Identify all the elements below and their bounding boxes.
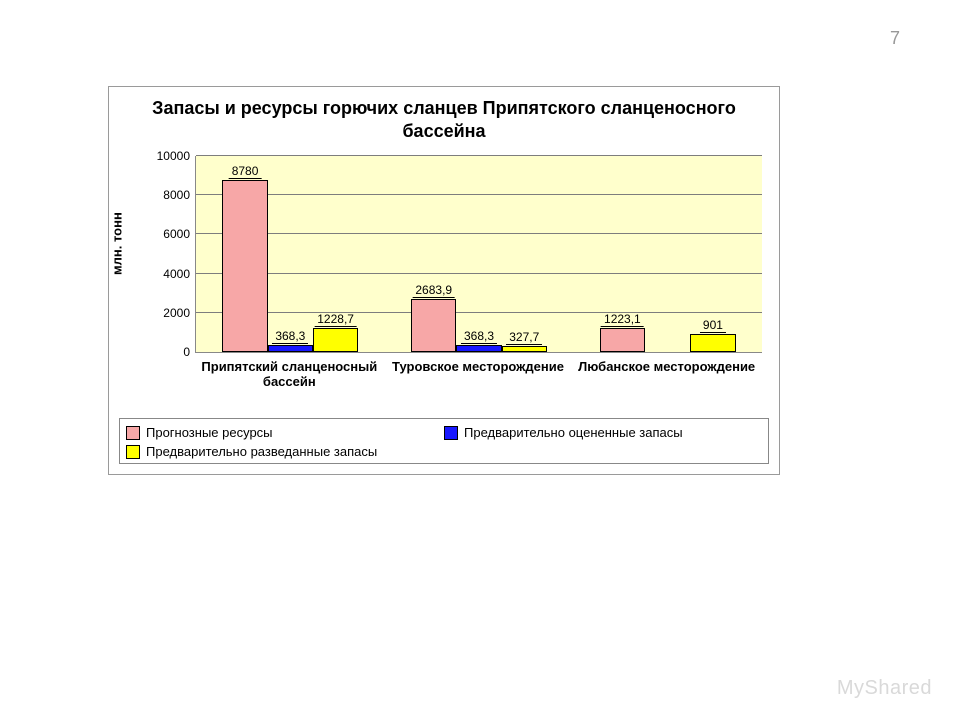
category-labels: Припятский сланценосный бассейнТуровское… (195, 356, 761, 410)
legend-swatch (126, 445, 140, 459)
bar-value-label: 901 (700, 318, 726, 332)
bar (268, 345, 313, 352)
category-label: Припятский сланценосный бассейн (195, 360, 384, 390)
legend-item: Прогнозные ресурсы (126, 425, 444, 440)
legend-swatch (444, 426, 458, 440)
category-label: Любанское месторождение (572, 360, 761, 375)
bar-value-label: 368,3 (272, 329, 308, 343)
chart-body: млн. тонн 02000400060008000100008780368,… (119, 150, 769, 410)
bar (600, 328, 645, 352)
bar (313, 328, 358, 352)
legend-label: Прогнозные ресурсы (146, 425, 273, 440)
legend-item: Предварительно разведанные запасы (126, 444, 762, 459)
legend-label: Предварительно оцененные запасы (464, 425, 683, 440)
y-tick-label: 8000 (163, 188, 196, 202)
bar (502, 346, 547, 352)
bar-value-label: 327,7 (506, 330, 542, 344)
y-tick-label: 4000 (163, 267, 196, 281)
bar-value-label: 8780 (229, 164, 262, 178)
watermark: MyShared (837, 677, 932, 700)
category-label: Туровское месторождение (384, 360, 573, 375)
plot-area: 02000400060008000100008780368,31228,7268… (195, 156, 762, 353)
legend-swatch (126, 426, 140, 440)
bar-value-label: 2683,9 (412, 283, 455, 297)
bar (690, 334, 735, 352)
bar (411, 299, 456, 352)
legend-item: Предварительно оцененные запасы (444, 425, 762, 440)
page-number: 7 (890, 28, 900, 49)
y-tick-label: 6000 (163, 227, 196, 241)
bar-value-label: 1223,1 (601, 312, 644, 326)
plot-wrap: 02000400060008000100008780368,31228,7268… (195, 156, 761, 352)
legend: Прогнозные ресурсы Предварительно оцененн… (119, 418, 769, 464)
chart-title: Запасы и ресурсы горючих сланцев Припятс… (109, 87, 779, 150)
y-axis-label: млн. тонн (110, 212, 125, 275)
bar-value-label: 1228,7 (314, 312, 357, 326)
bar-value-label: 368,3 (461, 329, 497, 343)
chart-container: Запасы и ресурсы горючих сланцев Припятс… (108, 86, 780, 475)
y-tick-label: 2000 (163, 306, 196, 320)
page: 7 Запасы и ресурсы горючих сланцев Припя… (0, 0, 960, 720)
legend-label: Предварительно разведанные запасы (146, 444, 377, 459)
bar (456, 345, 501, 352)
y-tick-label: 10000 (157, 149, 196, 163)
bar (222, 180, 267, 352)
